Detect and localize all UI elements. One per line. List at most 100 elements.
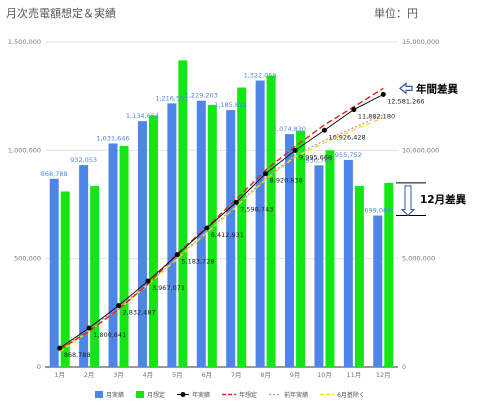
y-right-tick-label: 0 [402,363,406,371]
bar-monthly-plan [325,150,335,367]
y-right-tick-label: 15,000,000 [402,38,439,46]
legend-label: 前年実績 [284,391,308,399]
y-left-tick-label: 1,000,000 [8,146,41,154]
point-annual-actual [233,199,239,205]
bar-monthly-actual [167,103,177,368]
data-label-monthly-actual: 868,788 [41,170,68,178]
point-annual-actual [86,325,92,331]
data-label-annual-actual: 1,800,841 [93,331,126,339]
data-label-annual-actual: 6,412,931 [211,231,244,239]
lines [57,87,386,353]
bar-monthly-actual [314,165,324,367]
legend-swatch [180,392,186,397]
bar-monthly-actual [49,178,59,367]
legend-label: 6月基除く [337,391,365,399]
point-annual-actual [380,91,386,97]
bar-monthly-actual [108,143,118,367]
x-tick-label: 10月 [317,371,332,379]
bar-monthly-plan [266,75,276,367]
data-label-monthly-actual: 1,322,055 [244,72,277,80]
legend-swatch [95,391,103,398]
bar-monthly-actual [137,121,147,368]
dec-diff-label: 12月差異 [420,193,467,206]
x-tick-label: 11月 [346,371,361,379]
data-label-annual-actual: 7,598,743 [240,205,273,213]
x-tick-label: 3月 [113,371,124,379]
bar-monthly-plan [237,87,247,367]
y-left-tick-label: 1,500,000 [8,38,41,46]
bar-monthly-plan [90,186,100,367]
data-label-annual-actual: 9,995,668 [299,153,332,161]
x-tick-label: 5月 [172,371,183,379]
bar-monthly-plan [148,115,158,368]
y-right-tick-label: 5,000,000 [402,255,435,263]
annual-diff-label: 年間差異 [416,82,458,95]
bar-monthly-plan [178,60,188,368]
data-label-monthly-actual: 1,216,551 [155,94,188,102]
data-label-annual-actual: 5,183,728 [181,258,214,266]
data-labels: 868,788932,0531,031,6461,134,6641,216,55… [41,72,425,360]
bars [49,60,394,368]
line-annual-plan [59,87,384,351]
bar-monthly-plan [354,186,364,367]
data-label-annual-actual: 3,967,071 [152,284,185,292]
bar-monthly-actual [196,100,206,368]
legend-label: 月想定 [147,391,165,399]
dec-diff-arrow-icon [400,185,416,217]
data-label-annual-actual: 868,788 [64,351,91,359]
x-tick-label: 1月 [54,371,65,379]
x-tick-label: 12月 [376,371,391,379]
x-tick-label: 9月 [290,371,301,379]
point-annual-actual [145,278,151,284]
bar-monthly-plan [119,146,129,367]
point-annual-actual [116,303,122,309]
annual-diff-arrow-icon [399,82,413,95]
point-annual-actual [204,225,210,231]
data-label-monthly-actual: 930,760 [306,156,333,164]
point-annual-actual [57,345,63,351]
bar-monthly-actual [79,165,89,367]
data-label-annual-actual: 2,832,487 [123,309,156,317]
y-left-tick-label: 500,000 [14,255,41,263]
point-annual-actual [263,171,269,177]
data-label-monthly-actual: 1,185,812 [214,101,247,109]
point-annual-actual [351,107,357,113]
legend-label: 年実績 [192,391,210,399]
data-label-monthly-actual: 1,031,646 [96,134,129,142]
bar-monthly-plan [60,191,70,367]
bar-monthly-actual [373,215,383,367]
point-annual-actual [292,147,298,153]
bar-monthly-actual [226,110,236,367]
unit-label: 単位：円 [374,6,418,20]
data-label-monthly-actual: 699,086 [364,207,391,215]
bar-monthly-actual [255,80,265,367]
point-annual-actual [174,252,180,258]
bar-monthly-plan [207,104,217,367]
bar-monthly-actual [285,134,295,367]
data-label-monthly-actual: 1,229,203 [185,92,218,100]
data-label-annual-actual: 12,581,266 [387,97,424,105]
data-label-monthly-actual: 1,074,830 [273,125,306,133]
y-left-tick-label: 0 [37,363,41,371]
bar-monthly-actual [343,159,353,367]
legend-label: 年想定 [239,391,257,399]
x-tick-label: 4月 [143,371,154,379]
y-right-tick-label: 10,000,000 [402,146,439,154]
x-tick-label: 2月 [84,371,95,379]
data-label-annual-actual: 11,882,180 [358,113,395,121]
legend-label: 月実績 [106,391,124,399]
x-tick-label: 6月 [201,371,212,379]
line-prev-year-actual [59,114,384,351]
bar-monthly-plan [384,182,394,367]
x-tick-label: 8月 [260,371,271,379]
data-label-monthly-actual: 955,752 [335,151,362,159]
line-annual-actual [59,94,384,349]
data-label-annual-actual: 8,920,838 [270,177,303,185]
annotations: 年間差異 12月差異 [396,82,467,217]
chart-title: 月次売電額想定＆実績 [6,6,116,20]
gridlines [45,41,398,368]
legend-swatch [136,391,145,398]
axes: 0 0 500,000 5,000,000 1,000,000 10,000,000 1,5… [8,38,439,379]
point-annual-actual [321,127,327,133]
